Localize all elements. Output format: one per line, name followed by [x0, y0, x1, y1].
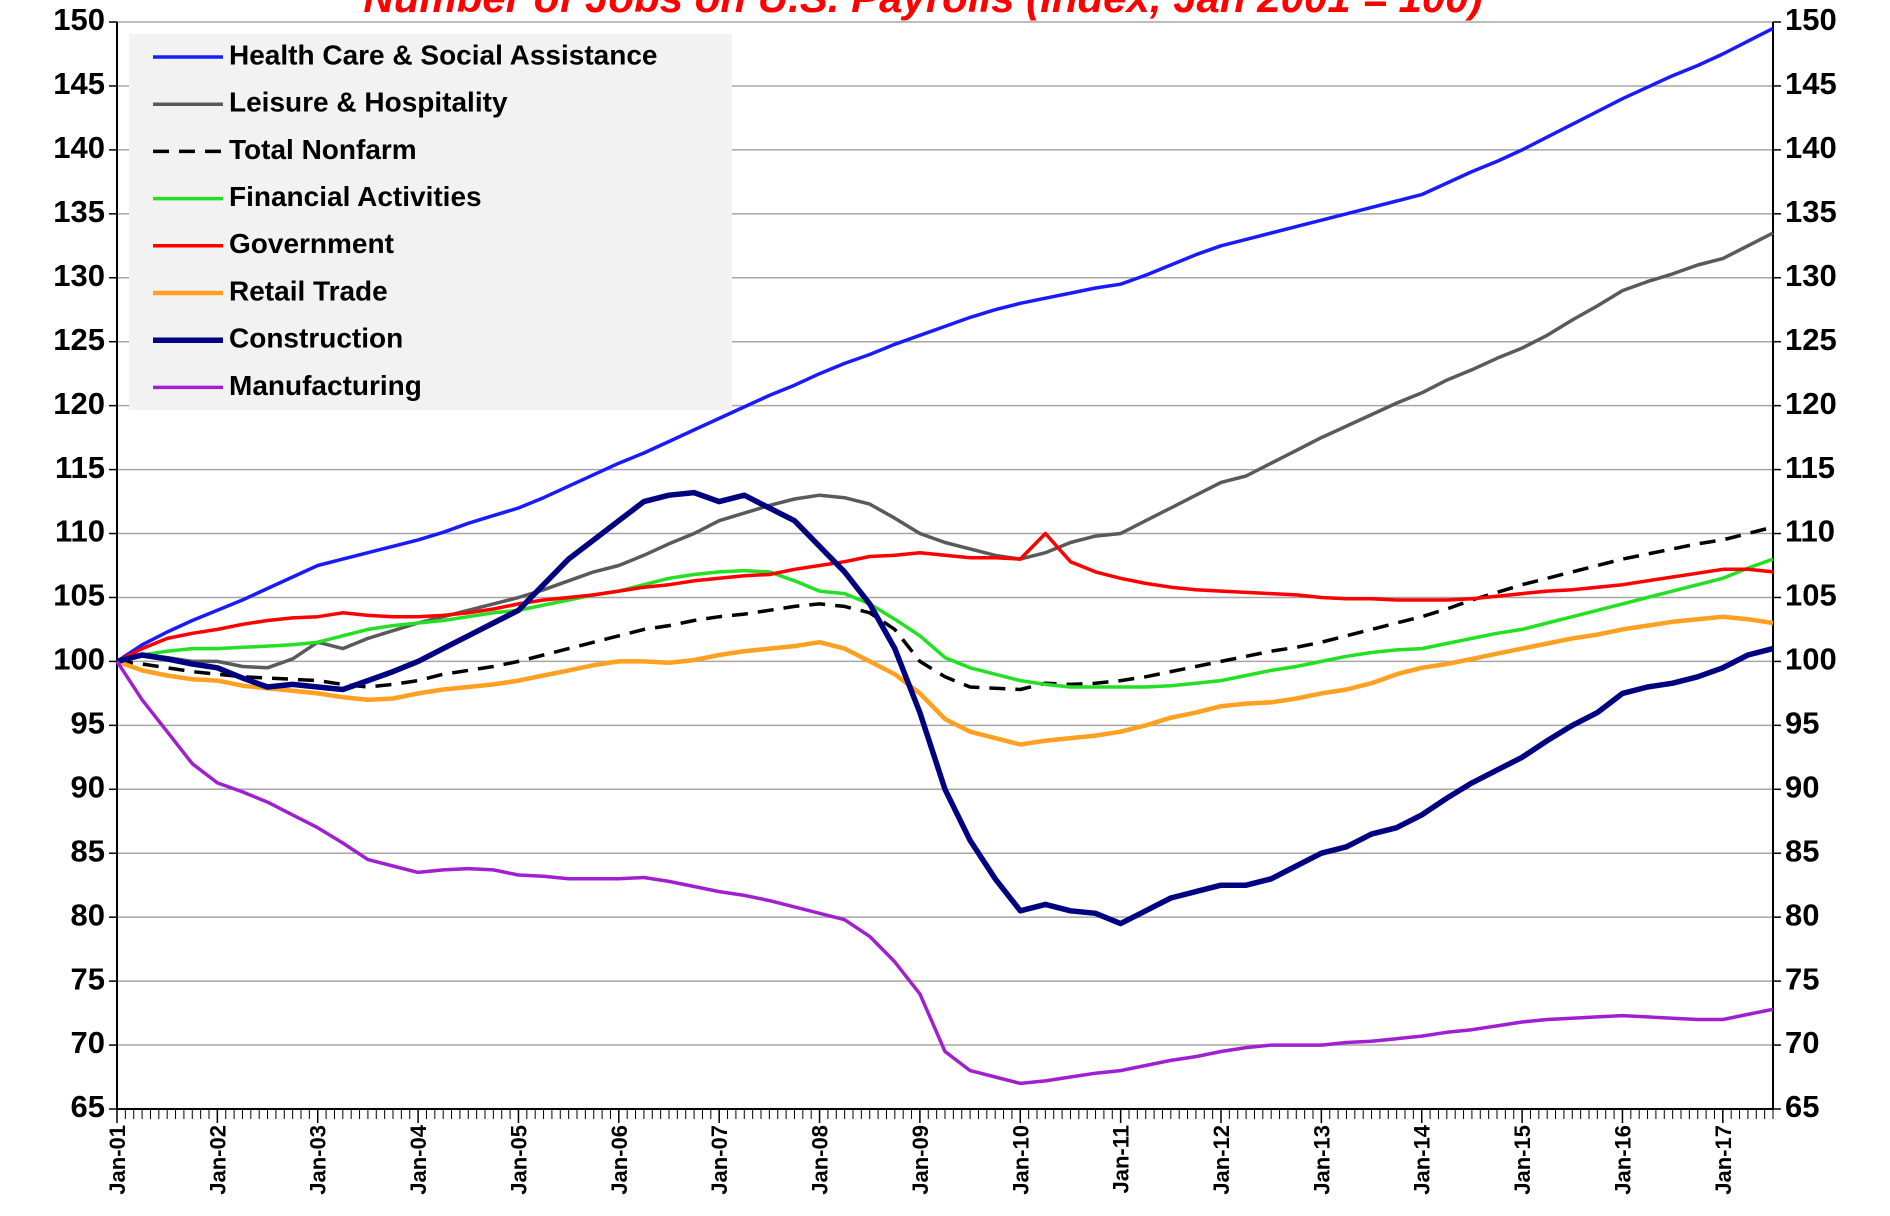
legend-label: Retail Trade	[229, 275, 388, 306]
x-tick-label: Jan-03	[306, 1125, 331, 1195]
legend-label: Leisure & Hospitality	[229, 87, 508, 118]
x-tick-label: Jan-02	[205, 1125, 230, 1195]
y-tick-label: 130	[53, 258, 105, 293]
x-tick-label: Jan-04	[406, 1124, 431, 1194]
y2-tick-label: 125	[1785, 322, 1837, 357]
series-line	[116, 489, 1774, 927]
legend-label: Financial Activities	[229, 181, 482, 212]
legend-label: Health Care & Social Assistance	[229, 39, 657, 70]
x-tick-label: Jan-11	[1109, 1125, 1134, 1194]
y-tick-label: 100	[53, 642, 105, 677]
x-tick-label: Jan-14	[1410, 1124, 1435, 1194]
x-tick-label: Jan-07	[707, 1125, 732, 1195]
x-tick-label: Jan-17	[1711, 1125, 1736, 1195]
y2-tick-label: 100	[1785, 642, 1837, 677]
x-tick-label: Jan-12	[1209, 1125, 1234, 1195]
series-line	[116, 557, 1774, 689]
y2-tick-label: 115	[1785, 450, 1835, 485]
y2-tick-label: 145	[1785, 66, 1837, 101]
y2-tick-label: 70	[1785, 1025, 1819, 1060]
y-tick-label: 115	[55, 450, 105, 485]
x-tick-label: Jan-15	[1510, 1125, 1535, 1195]
y2-tick-label: 65	[1785, 1089, 1819, 1124]
series-line	[115, 660, 1774, 1086]
y2-tick-label: 130	[1785, 258, 1837, 293]
series-line	[116, 231, 1774, 670]
y2-tick-label: 140	[1785, 130, 1837, 165]
y-tick-label: 140	[53, 130, 105, 165]
y-tick-label: 95	[71, 706, 105, 741]
y2-tick-label: 135	[1785, 194, 1837, 229]
x-tick-label: Jan-09	[908, 1125, 933, 1195]
legend-box	[129, 34, 732, 410]
y-tick-label: 85	[71, 833, 105, 868]
y-tick-label: 125	[53, 322, 105, 357]
x-tick-label: Jan-01	[105, 1125, 130, 1195]
series-line	[116, 614, 1774, 747]
y-tick-label: 70	[71, 1025, 105, 1060]
series-line	[116, 525, 1774, 692]
legend-label: Manufacturing	[229, 370, 422, 401]
y-tick-label: 75	[71, 961, 105, 996]
x-tick-label: Jan-13	[1309, 1125, 1334, 1195]
y-tick-label: 65	[71, 1089, 105, 1124]
chart-title: Number of Jobs on U.S. Payrolls (Index, …	[363, 0, 1482, 21]
y2-tick-label: 110	[1785, 514, 1835, 549]
x-tick-label: Jan-10	[1008, 1125, 1033, 1195]
y2-tick-label: 150	[1785, 2, 1837, 37]
legend-label: Government	[229, 228, 394, 259]
y-tick-label: 90	[71, 769, 105, 804]
series-line	[116, 26, 1774, 663]
y2-tick-label: 90	[1785, 769, 1819, 804]
y2-tick-label: 105	[1785, 578, 1837, 613]
y-tick-label: 110	[55, 514, 105, 549]
legend-label: Total Nonfarm	[229, 134, 417, 165]
y-tick-label: 120	[53, 386, 105, 421]
legend: Health Care & Social Assistance Leisure &…	[129, 34, 732, 410]
legend-label: Construction	[229, 323, 403, 354]
x-tick-label: Jan-06	[607, 1125, 632, 1195]
x-tick-label: Jan-08	[808, 1125, 833, 1195]
x-tick-label: Jan-16	[1610, 1125, 1635, 1195]
series-line	[116, 531, 1774, 663]
y-tick-label: 80	[71, 897, 105, 932]
y2-tick-label: 120	[1785, 386, 1837, 421]
y-tick-label: 105	[53, 578, 105, 613]
y2-tick-label: 95	[1785, 706, 1819, 741]
y2-tick-label: 75	[1785, 961, 1819, 996]
y-tick-label: 150	[53, 2, 105, 37]
y-tick-label: 135	[53, 194, 105, 229]
y2-tick-label: 80	[1785, 897, 1819, 932]
y-tick-label: 145	[53, 66, 105, 101]
y2-tick-label: 85	[1785, 833, 1819, 868]
x-tick-label: Jan-05	[506, 1125, 531, 1195]
